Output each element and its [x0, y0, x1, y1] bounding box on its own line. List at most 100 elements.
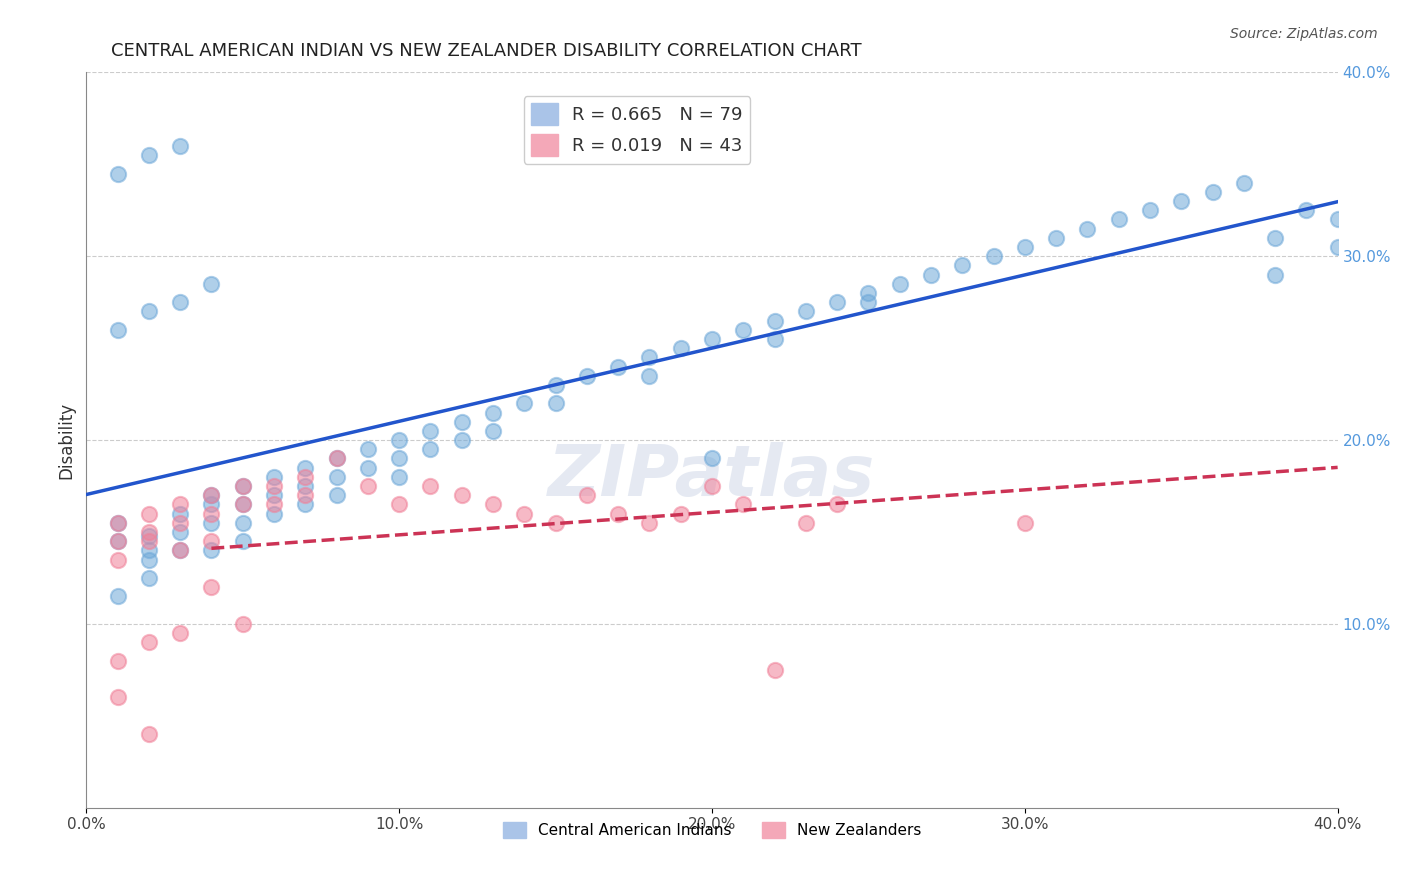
Point	[1264, 231, 1286, 245]
Point	[107, 552, 129, 566]
Point	[1045, 231, 1067, 245]
Point	[638, 516, 661, 530]
Point	[450, 433, 472, 447]
Point	[169, 543, 191, 558]
Point	[294, 460, 316, 475]
Point	[889, 277, 911, 291]
Point	[138, 529, 160, 543]
Point	[169, 543, 191, 558]
Point	[200, 543, 222, 558]
Point	[388, 433, 411, 447]
Point	[107, 323, 129, 337]
Point	[169, 524, 191, 539]
Point	[513, 507, 536, 521]
Point	[200, 488, 222, 502]
Point	[263, 488, 285, 502]
Point	[294, 498, 316, 512]
Point	[357, 460, 380, 475]
Point	[232, 498, 254, 512]
Point	[357, 479, 380, 493]
Point	[1108, 212, 1130, 227]
Point	[1326, 212, 1348, 227]
Point	[638, 351, 661, 365]
Point	[575, 488, 598, 502]
Point	[1326, 240, 1348, 254]
Point	[294, 488, 316, 502]
Point	[1139, 203, 1161, 218]
Point	[1170, 194, 1192, 208]
Point	[169, 626, 191, 640]
Y-axis label: Disability: Disability	[58, 401, 75, 479]
Point	[107, 516, 129, 530]
Point	[1014, 516, 1036, 530]
Point	[482, 405, 505, 419]
Point	[138, 727, 160, 741]
Point	[232, 534, 254, 549]
Point	[482, 498, 505, 512]
Point	[138, 534, 160, 549]
Point	[450, 488, 472, 502]
Point	[107, 534, 129, 549]
Text: CENTRAL AMERICAN INDIAN VS NEW ZEALANDER DISABILITY CORRELATION CHART: CENTRAL AMERICAN INDIAN VS NEW ZEALANDER…	[111, 42, 862, 60]
Point	[200, 516, 222, 530]
Point	[419, 479, 441, 493]
Point	[513, 396, 536, 410]
Point	[1233, 176, 1256, 190]
Point	[263, 470, 285, 484]
Point	[169, 516, 191, 530]
Point	[200, 498, 222, 512]
Point	[107, 534, 129, 549]
Point	[325, 451, 347, 466]
Point	[700, 451, 723, 466]
Point	[669, 341, 692, 355]
Point	[544, 396, 567, 410]
Point	[794, 304, 817, 318]
Point	[169, 295, 191, 310]
Point	[700, 332, 723, 346]
Point	[263, 507, 285, 521]
Point	[388, 470, 411, 484]
Point	[544, 378, 567, 392]
Point	[763, 663, 786, 677]
Point	[294, 479, 316, 493]
Point	[107, 516, 129, 530]
Point	[138, 304, 160, 318]
Point	[138, 635, 160, 649]
Point	[607, 507, 630, 521]
Point	[1201, 185, 1223, 199]
Point	[169, 507, 191, 521]
Point	[263, 479, 285, 493]
Point	[950, 259, 973, 273]
Point	[107, 590, 129, 604]
Point	[825, 295, 848, 310]
Point	[983, 249, 1005, 263]
Point	[388, 451, 411, 466]
Point	[169, 498, 191, 512]
Point	[544, 516, 567, 530]
Point	[700, 479, 723, 493]
Legend: Central American Indians, New Zealanders: Central American Indians, New Zealanders	[496, 816, 928, 844]
Point	[794, 516, 817, 530]
Point	[325, 470, 347, 484]
Point	[232, 479, 254, 493]
Point	[294, 470, 316, 484]
Point	[138, 507, 160, 521]
Point	[482, 424, 505, 438]
Point	[200, 277, 222, 291]
Point	[138, 524, 160, 539]
Text: ZIPatlas: ZIPatlas	[548, 442, 876, 511]
Point	[169, 139, 191, 153]
Point	[858, 295, 880, 310]
Point	[763, 332, 786, 346]
Point	[138, 543, 160, 558]
Point	[1264, 268, 1286, 282]
Point	[357, 442, 380, 457]
Point	[858, 286, 880, 301]
Point	[232, 616, 254, 631]
Point	[669, 507, 692, 521]
Point	[825, 498, 848, 512]
Point	[733, 323, 755, 337]
Point	[607, 359, 630, 374]
Point	[138, 571, 160, 585]
Point	[733, 498, 755, 512]
